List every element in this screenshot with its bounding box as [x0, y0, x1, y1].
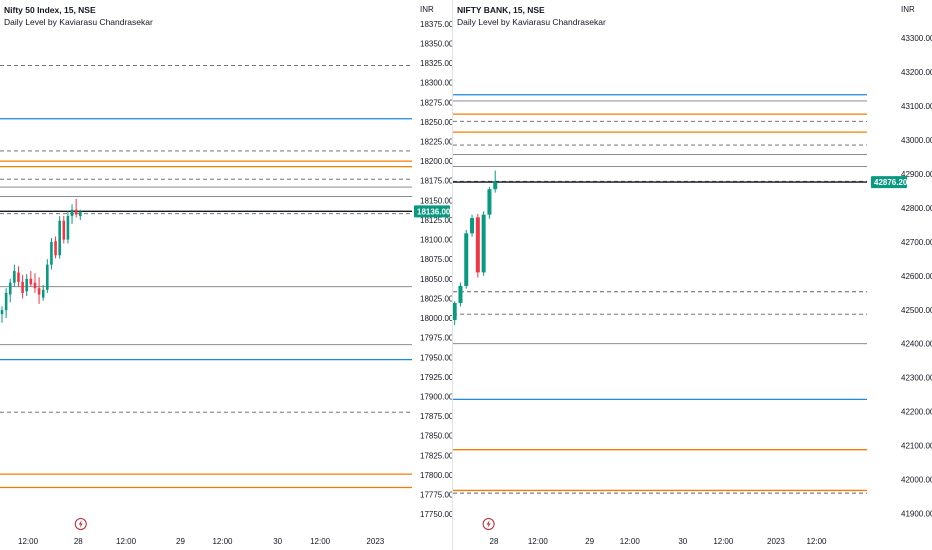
nifty50-y-tick-label: 18375.00: [420, 20, 452, 29]
niftybank-x-tick-label: 12:00: [620, 537, 641, 546]
nifty50-candle-body[interactable]: [13, 270, 16, 283]
nifty50-y-tick-label: 18350.00: [420, 39, 452, 48]
nifty50-candle-body[interactable]: [46, 264, 49, 290]
niftybank-candle-body[interactable]: [458, 285, 463, 303]
niftybank-candle-body[interactable]: [493, 182, 498, 190]
nifty50-x-tick-label: 30: [273, 537, 282, 546]
nifty50-y-tick-label: 17875.00: [420, 412, 452, 421]
niftybank-chart-canvas[interactable]: 43300.00 43200.00 43100.00 43000.00 42900.00…: [453, 0, 932, 550]
niftybank-current-price-badge: [871, 176, 907, 189]
nifty50-y-tick-label: 17925.00: [420, 373, 452, 382]
nifty50-candle-body[interactable]: [29, 278, 33, 285]
niftybank-candle-body[interactable]: [481, 214, 486, 273]
niftybank-x-tick-label: 30: [678, 537, 687, 546]
nifty50-candle-body[interactable]: [0, 310, 4, 315]
panel-divider[interactable]: [452, 0, 453, 550]
niftybank-currency-label: INR: [901, 5, 915, 14]
nifty50-y-tick-label: 18175.00: [420, 177, 452, 186]
niftybank-y-tick-label: 42600.00: [901, 272, 932, 281]
nifty50-candle-body[interactable]: [62, 220, 66, 240]
niftybank-x-tick-label: 12:00: [713, 537, 734, 546]
nifty50-candle-body[interactable]: [78, 211, 82, 217]
nifty50-y-tick-label: 18100.00: [420, 236, 452, 245]
nifty50-y-tick-label: 17750.00: [420, 510, 452, 519]
nifty50-y-tick-label: 18025.00: [420, 294, 452, 303]
nifty50-y-tick-label: 17800.00: [420, 471, 452, 480]
niftybank-y-tick-label: 42500.00: [901, 306, 932, 315]
nifty50-candle-body[interactable]: [74, 209, 78, 215]
nifty50-y-tick-label: 18000.00: [420, 314, 452, 323]
niftybank-x-tick-label: 28: [490, 537, 499, 546]
niftybank-y-tick-label: 42800.00: [901, 204, 932, 213]
nifty50-candle-body[interactable]: [17, 272, 20, 282]
nifty50-chart-canvas[interactable]: 18375.00 18350.00 18325.00 18300.00 18275.00…: [0, 0, 452, 550]
niftybank-event-lightning-glyph: [486, 520, 491, 528]
niftybank-candle-body[interactable]: [475, 217, 480, 273]
nifty50-y-tick-label: 17950.00: [420, 353, 452, 362]
nifty50-y-tick-label: 18300.00: [420, 79, 452, 88]
niftybank-y-tick-label: 43100.00: [901, 102, 932, 111]
nifty50-current-price-label: 18136.00: [417, 207, 451, 216]
nifty50-candle-body[interactable]: [33, 282, 37, 289]
nifty50-x-tick-label: 12:00: [116, 537, 137, 546]
niftybank-y-tick-label: 42900.00: [901, 170, 932, 179]
nifty50-x-tick-label: 2023: [366, 537, 384, 546]
niftybank-y-tick-label: 42000.00: [901, 476, 932, 485]
niftybank-y-tick-label: 43200.00: [901, 68, 932, 77]
nifty50-y-tick-label: 17825.00: [420, 451, 452, 460]
nifty50-y-tick-label: 18125.00: [420, 216, 452, 225]
nifty50-current-price-badge: [414, 205, 450, 218]
niftybank-candle-body[interactable]: [470, 218, 475, 234]
niftybank-y-tick-label: 43300.00: [901, 34, 932, 43]
nifty50-y-tick-label: 17975.00: [420, 334, 452, 343]
niftybank-x-tick-label: 29: [585, 537, 594, 546]
nifty50-y-tick-label: 18200.00: [420, 157, 452, 166]
niftybank-chart-panel[interactable]: 43300.00 43200.00 43100.00 43000.00 42900.00…: [453, 0, 932, 550]
nifty50-candle-body[interactable]: [50, 241, 53, 265]
nifty50-candle-body[interactable]: [58, 220, 61, 256]
nifty50-candle-body[interactable]: [4, 292, 8, 311]
nifty50-x-tick-label: 28: [74, 537, 83, 546]
nifty50-candle-body[interactable]: [54, 241, 57, 256]
nifty50-y-tick-label: 17900.00: [420, 392, 452, 401]
nifty50-x-tick-label: 12:00: [310, 537, 331, 546]
nifty50-y-tick-label: 18325.00: [420, 59, 452, 68]
nifty50-y-tick-label: 18150.00: [420, 196, 452, 205]
nifty50-y-tick-label: 18275.00: [420, 98, 452, 107]
nifty50-chart-panel[interactable]: 18375.00 18350.00 18325.00 18300.00 18275.00…: [0, 0, 452, 550]
nifty50-y-tick-label: 18075.00: [420, 255, 452, 264]
nifty50-candle-body[interactable]: [41, 289, 45, 298]
nifty50-x-tick-label: 29: [176, 537, 185, 546]
niftybank-y-tick-label: 43000.00: [901, 136, 932, 145]
niftybank-candle-body[interactable]: [453, 302, 457, 320]
niftybank-x-tick-label: 12:00: [528, 537, 549, 546]
nifty50-y-tick-label: 18050.00: [420, 275, 452, 284]
nifty50-y-tick-label: 17850.00: [420, 432, 452, 441]
nifty50-x-tick-label: 12:00: [212, 537, 233, 546]
nifty50-y-tick-label: 18250.00: [420, 118, 452, 127]
nifty50-candle-body[interactable]: [70, 209, 74, 217]
niftybank-x-tick-label: 12:00: [806, 537, 827, 546]
nifty50-candle-body[interactable]: [25, 278, 29, 292]
nifty50-currency-label: INR: [420, 5, 434, 14]
niftybank-y-tick-label: 41900.00: [901, 510, 932, 519]
nifty50-candle-body[interactable]: [21, 281, 24, 293]
niftybank-candle-body[interactable]: [487, 189, 492, 215]
niftybank-y-tick-label: 42200.00: [901, 408, 932, 417]
niftybank-y-tick-label: 42100.00: [901, 442, 932, 451]
nifty50-event-lightning-glyph: [78, 520, 83, 528]
nifty50-candle-body[interactable]: [66, 216, 70, 240]
nifty50-y-tick-label: 17775.00: [420, 491, 452, 500]
nifty50-y-tick-label: 18225.00: [420, 138, 452, 147]
niftybank-y-tick-label: 42400.00: [901, 340, 932, 349]
niftybank-x-tick-label: 2023: [767, 537, 785, 546]
niftybank-current-price-label: 42876.20: [874, 178, 908, 187]
niftybank-y-tick-label: 42300.00: [901, 374, 932, 383]
nifty50-candle-body[interactable]: [37, 288, 41, 295]
nifty50-x-tick-label: 12:00: [18, 537, 39, 546]
niftybank-y-tick-label: 42700.00: [901, 238, 932, 247]
nifty50-candle-body[interactable]: [8, 282, 12, 295]
niftybank-candle-body[interactable]: [464, 233, 469, 286]
